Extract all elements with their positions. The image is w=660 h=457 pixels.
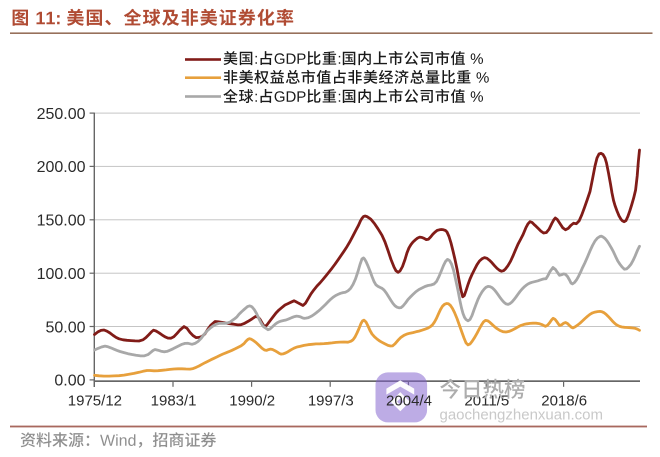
svg-text:150.00: 150.00: [37, 213, 86, 230]
svg-text:gaochengzhenxuan.com: gaochengzhenxuan.com: [440, 407, 603, 424]
svg-text:250.00: 250.00: [37, 106, 86, 123]
svg-text:1975/12: 1975/12: [68, 392, 122, 409]
svg-text:50.00: 50.00: [45, 319, 85, 336]
svg-text:200.00: 200.00: [37, 159, 86, 176]
svg-text:0.00: 0.00: [54, 373, 85, 390]
svg-text:1983/1: 1983/1: [151, 392, 197, 409]
svg-text:2004/4: 2004/4: [386, 392, 432, 409]
svg-text:100.00: 100.00: [37, 266, 86, 283]
svg-text:2018/6: 2018/6: [541, 392, 587, 409]
svg-text:1990/2: 1990/2: [229, 392, 275, 409]
svg-text:1997/3: 1997/3: [308, 392, 354, 409]
